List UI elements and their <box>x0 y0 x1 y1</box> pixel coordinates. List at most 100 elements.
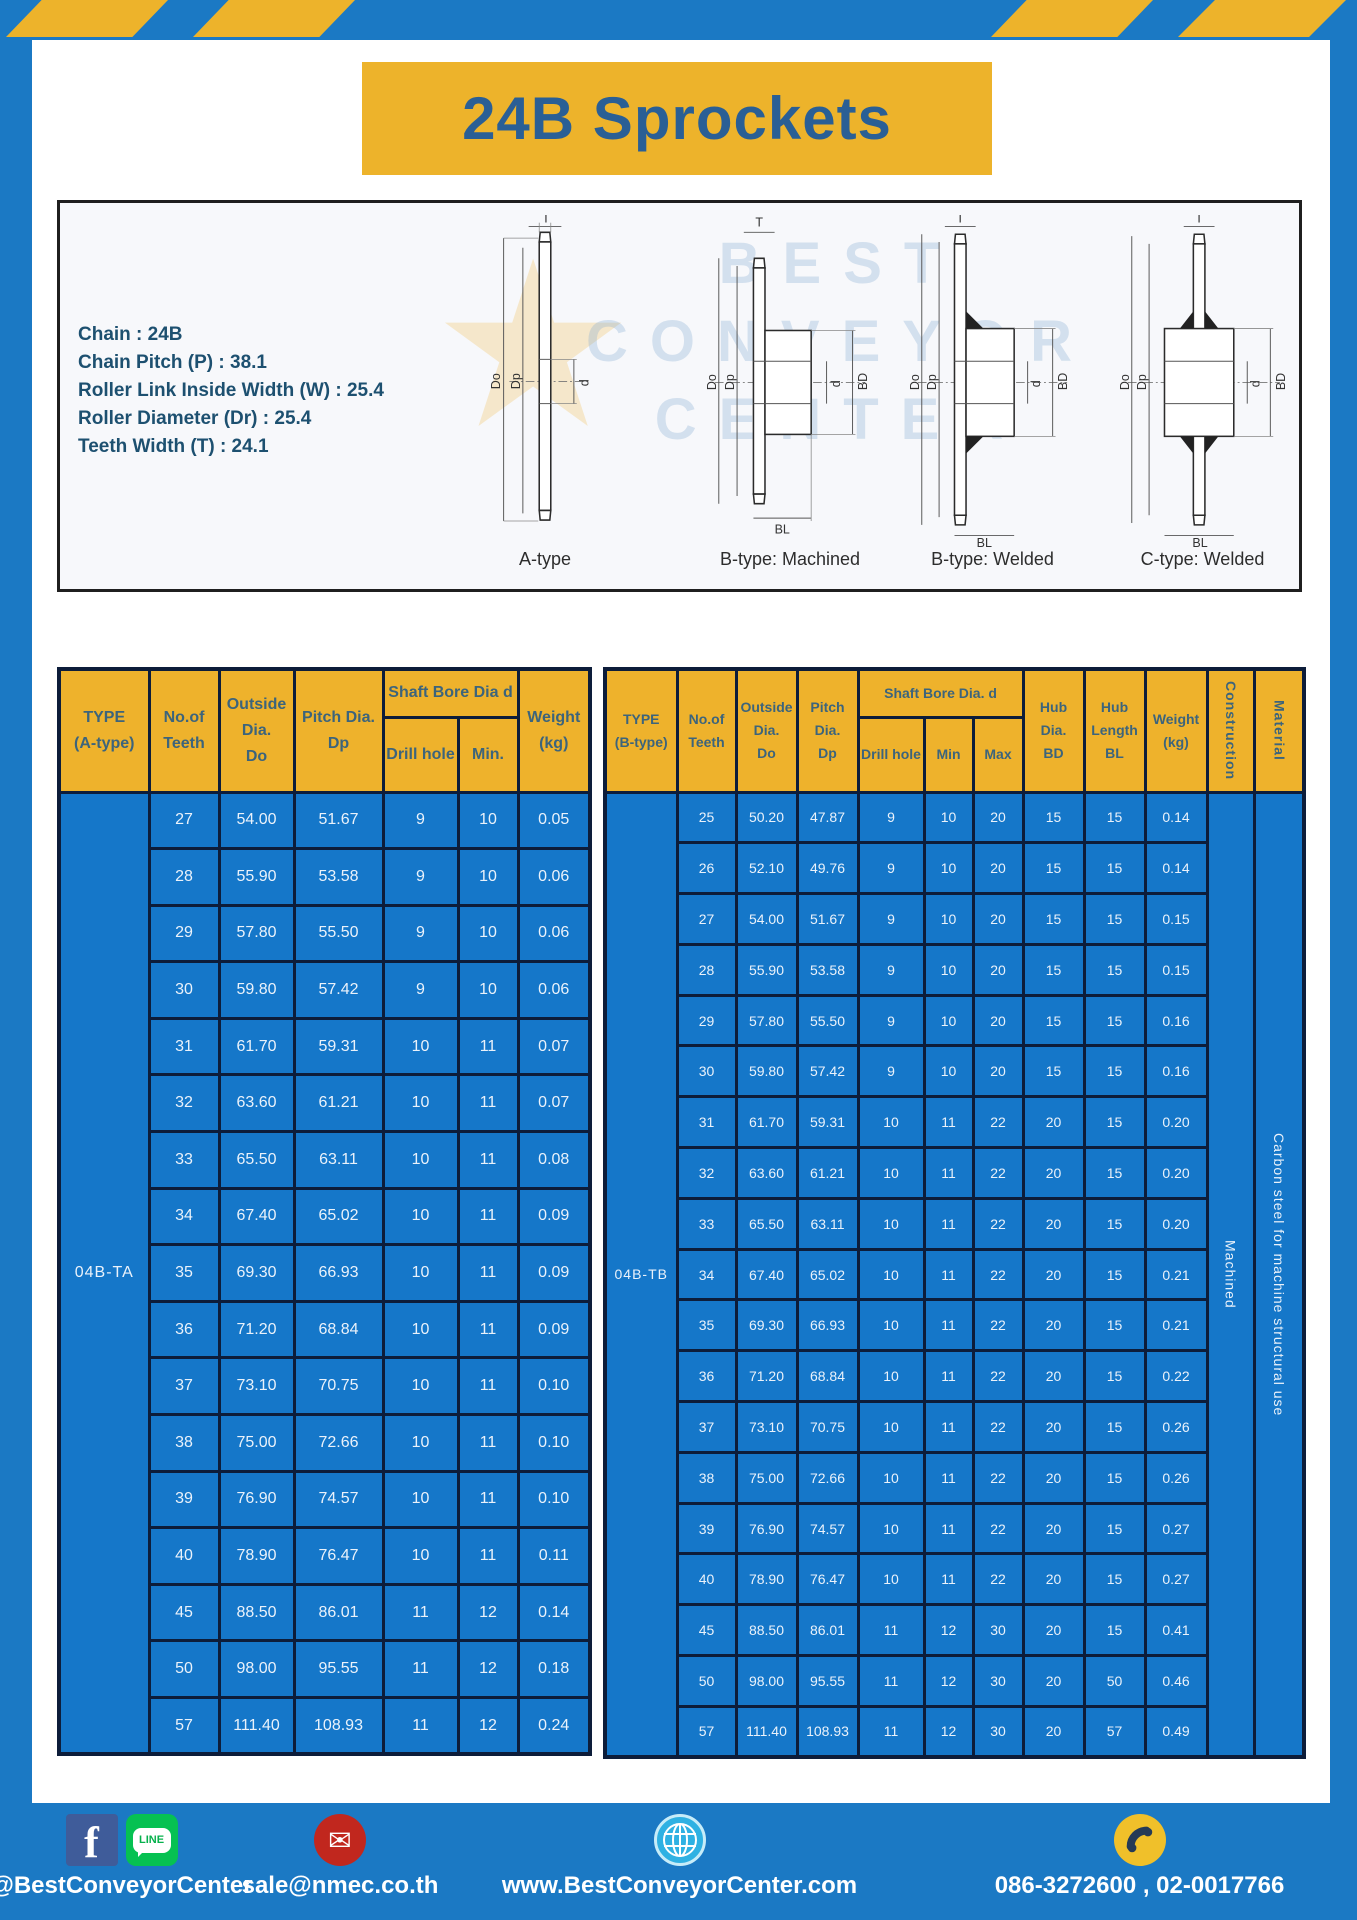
table-cell: 40 <box>147 1526 221 1586</box>
table-cell: 20 <box>1021 1450 1086 1505</box>
table-cell: 30 <box>147 960 221 1020</box>
table-cell: 65.50 <box>217 1130 296 1190</box>
table-cell: 15 <box>1082 1247 1147 1302</box>
table-cell: 10 <box>856 1552 926 1607</box>
table-cell: 53.58 <box>795 942 860 997</box>
table-row: 27 54.00 51.67 9 10 20 15 15 0.15 <box>605 892 1304 946</box>
table-cell: 0.15 <box>1143 942 1209 997</box>
table-row: 30 59.80 57.42 9 10 20 15 15 0.16 <box>605 1044 1304 1099</box>
table-cell: 20 <box>1021 1603 1086 1658</box>
table-cell: 37 <box>675 1400 738 1454</box>
table-cell: 63.60 <box>217 1073 296 1134</box>
website-url[interactable]: www.BestConveyorCenter.com <box>501 1872 858 1899</box>
title-banner: 24B Sprockets <box>362 62 992 175</box>
table-cell: 15 <box>1082 1196 1147 1251</box>
footer-contact-bar: f LINE @BestConveyorCenter ✉ sale@nmec.c… <box>0 1803 1357 1920</box>
table-cell: 0.09 <box>516 1299 592 1360</box>
table-cell: 33 <box>675 1196 738 1251</box>
diagram-label: C-type: Welded <box>1140 549 1265 569</box>
table-cell: 15 <box>1021 790 1086 845</box>
table-cell: 11 <box>456 1299 520 1360</box>
table-row: 38 75.00 72.66 10 11 22 20 15 0.26 <box>605 1450 1304 1505</box>
table-cell: 15 <box>1082 790 1147 845</box>
table-cell: 0.05 <box>516 790 592 851</box>
table-cell: 0.06 <box>516 903 592 964</box>
table-cell: 22 <box>971 1095 1025 1150</box>
table-cell: 61.21 <box>795 1146 860 1200</box>
table-cell: 20 <box>971 993 1025 1048</box>
table-cell: 0.06 <box>516 847 592 907</box>
table-cell: 45 <box>675 1603 738 1658</box>
table-cell: 10 <box>381 1356 460 1417</box>
table-cell: 9 <box>856 993 926 1048</box>
table-cell: 0.49 <box>1143 1704 1209 1759</box>
table-row: 39 76.90 74.57 10 11 0.10 <box>59 1469 592 1530</box>
table-cell: 9 <box>381 903 460 964</box>
globe-icon[interactable] <box>653 1814 706 1866</box>
table-cell: 10 <box>456 790 520 851</box>
frame-stripe <box>193 0 355 37</box>
table-cell: 9 <box>381 847 460 907</box>
type-merged-cell: 04B-TA <box>57 790 151 1756</box>
table-cell: 20 <box>1021 1552 1086 1607</box>
table-row: 45 88.50 86.01 11 12 30 20 15 0.41 <box>605 1603 1304 1658</box>
line-icon[interactable]: LINE <box>125 1814 178 1866</box>
table-cell: 28 <box>675 942 738 997</box>
table-cell: 61.21 <box>292 1073 385 1134</box>
table-row: 34 67.40 65.02 10 11 0.09 <box>59 1186 592 1247</box>
table-row: 33 65.50 63.11 10 11 0.08 <box>59 1130 592 1190</box>
phone-numbers[interactable]: 086-3272600 , 02-0017766 <box>994 1872 1285 1899</box>
facebook-icon[interactable]: f <box>65 1814 118 1866</box>
table-cell: 15 <box>1082 1044 1147 1099</box>
line-bubble: LINE <box>132 1827 171 1853</box>
table-cell: 11 <box>381 1639 460 1699</box>
table-cell: 0.07 <box>516 1016 592 1077</box>
table-cell: 108.93 <box>292 1696 385 1756</box>
table-cell: 15 <box>1082 1349 1147 1404</box>
table-cell: 11 <box>856 1603 926 1658</box>
table-cell: 11 <box>456 1526 520 1586</box>
table-cell: 20 <box>1021 1298 1086 1353</box>
table-b-type: TYPE (B-type) No.of Teeth Outside Dia. D… <box>603 667 1307 1760</box>
table-cell: 20 <box>971 790 1025 845</box>
phone-icon[interactable] <box>1113 1814 1166 1866</box>
table-cell: 12 <box>922 1704 975 1759</box>
header-teeth: No.of Teeth <box>147 667 221 794</box>
table-cell: 10 <box>856 1247 926 1302</box>
table-cell: 36 <box>675 1349 738 1404</box>
table-cell: 11 <box>456 1186 520 1247</box>
line-bubble-tail <box>137 1850 145 1857</box>
table-cell: 0.20 <box>1143 1196 1209 1251</box>
table-cell: 111.40 <box>217 1696 296 1756</box>
table-cell: 10 <box>922 841 975 896</box>
diagram-label: B-type: Welded <box>931 549 1054 569</box>
table-cell: 12 <box>456 1582 520 1643</box>
table-cell: 0.14 <box>1143 841 1209 896</box>
table-cell: 57 <box>1082 1704 1147 1759</box>
table-cell: 10 <box>381 1186 460 1247</box>
table-cell: 66.93 <box>292 1243 385 1303</box>
table-cell: 31 <box>675 1095 738 1150</box>
header-drill-hole: Drill hole <box>381 715 460 794</box>
mail-icon[interactable]: ✉ <box>314 1814 366 1866</box>
dim-label-do: Do <box>705 374 719 390</box>
table-cell: 86.01 <box>795 1603 860 1658</box>
dim-label-dp: Dp <box>509 373 523 389</box>
table-cell: 95.55 <box>795 1654 860 1708</box>
table-cell: 38 <box>675 1450 738 1505</box>
table-cell: 54.00 <box>734 892 799 946</box>
table-row: 31 61.70 59.31 10 11 22 20 15 0.20 <box>605 1095 1304 1150</box>
table-cell: 65.50 <box>734 1196 799 1251</box>
table-row: 36 71.20 68.84 10 11 22 20 15 0.22 <box>605 1349 1304 1404</box>
email-address[interactable]: sale@nmec.co.th <box>241 1872 439 1899</box>
spec-roller-width: Roller Link Inside Width (W) : 25.4 <box>78 380 384 401</box>
header-hub-length: Hub Length BL <box>1082 667 1147 794</box>
table-cell: 0.06 <box>516 960 592 1020</box>
table-cell: 11 <box>456 1243 520 1303</box>
material-merged-cell: Carbon steel for machine structural use <box>1252 790 1306 1759</box>
table-cell: 32 <box>147 1073 221 1134</box>
social-handle[interactable]: @BestConveyorCenter <box>0 1872 253 1899</box>
dim-label-bl: BL <box>1192 536 1207 547</box>
table-cell: 0.11 <box>516 1526 592 1586</box>
table-cell: 11 <box>922 1501 975 1556</box>
